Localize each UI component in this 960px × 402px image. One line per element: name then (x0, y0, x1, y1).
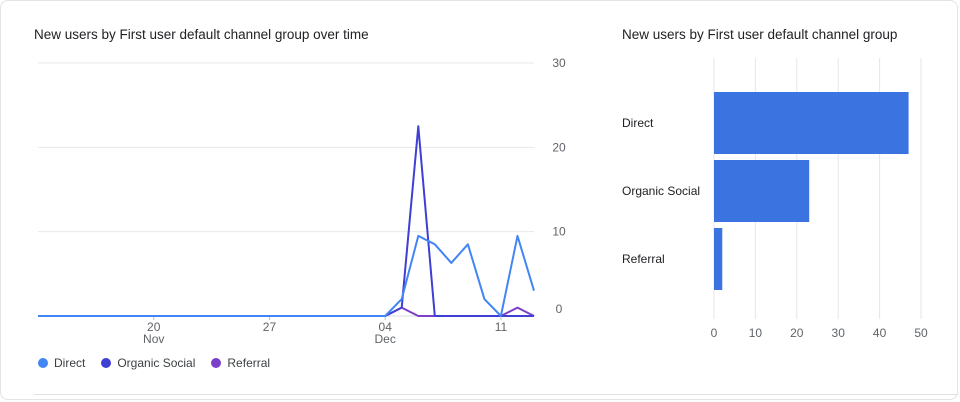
category-label-organic-social: Organic Social (622, 184, 700, 198)
legend-label-referral: Referral (227, 356, 271, 370)
y-tick-label-10: 10 (552, 225, 566, 239)
legend-dot-organic-social (101, 358, 112, 368)
bar-organic-social (714, 160, 810, 222)
x-tick-label-20: 20 (147, 320, 161, 334)
category-label-direct: Direct (622, 116, 654, 130)
legend-label-direct: Direct (54, 356, 86, 370)
bar-chart-title: New users by First user default channel … (622, 27, 898, 42)
x-tick-label-0: 0 (711, 326, 718, 340)
bar-chart[interactable]: 0 10 20 30 40 50 Direct Organic Social Referral (601, 1, 956, 351)
legend-item-direct[interactable]: Direct (38, 356, 85, 370)
x-tick-sublabel-nov: Nov (143, 332, 164, 346)
bar-direct (714, 92, 909, 154)
x-tick-label-10: 10 (749, 326, 763, 340)
x-tick-label-27: 27 (263, 320, 277, 334)
x-tick-sublabel-dec: Dec (375, 332, 396, 346)
y-tick-label-20: 20 (552, 140, 566, 154)
x-tick-label-04: 04 (379, 320, 393, 334)
line-chart-legend: Direct Organic Social Referral (38, 356, 286, 370)
legend-item-referral[interactable]: Referral (211, 356, 270, 370)
y-tick-label-30: 30 (552, 56, 566, 70)
x-tick-label-11: 11 (495, 320, 508, 334)
x-tick-label-30: 30 (832, 326, 846, 340)
legend-label-organic-social: Organic Social (117, 356, 196, 370)
legend-dot-direct (38, 358, 48, 368)
category-label-referral: Referral (622, 252, 665, 266)
x-tick-label-40: 40 (873, 326, 887, 340)
legend-item-organic-social[interactable]: Organic Social (101, 356, 195, 370)
line-chart-title: New users by First user default channel … (34, 27, 369, 42)
legend-dot-referral (211, 358, 222, 368)
series-line-direct (38, 234, 535, 317)
series-line-organic-social (38, 125, 534, 317)
series-line-referral (38, 306, 535, 317)
bottom-divider (34, 394, 958, 395)
bar-referral (714, 228, 723, 290)
y-tick-label-0: 0 (556, 302, 563, 316)
x-tick-label-50: 50 (914, 326, 928, 340)
x-tick-label-20: 20 (790, 326, 804, 340)
